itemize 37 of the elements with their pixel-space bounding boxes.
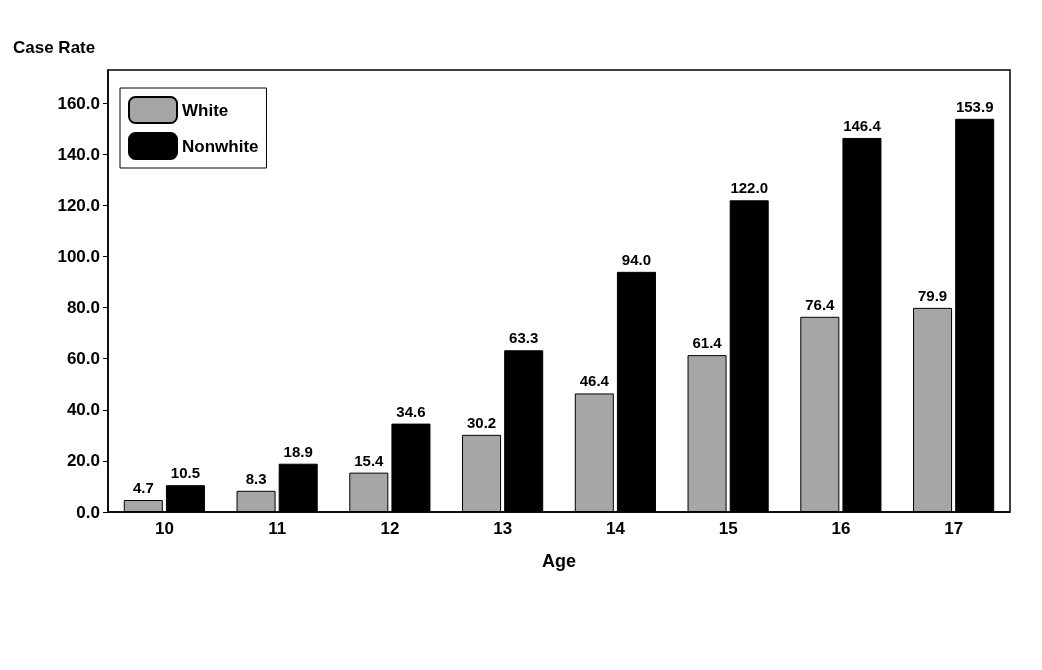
data-label: 15.4 (354, 451, 385, 469)
data-label: 153.9 (955, 97, 994, 115)
data-label: 30.2 (466, 413, 497, 431)
data-label: 79.9 (917, 286, 948, 304)
x-tick-label: 12 (380, 519, 400, 538)
legend-label: Nonwhite (182, 136, 259, 156)
x-tick-label: 16 (831, 519, 851, 538)
data-label: 94.0 (621, 250, 652, 268)
data-label: 8.3 (245, 469, 267, 487)
y-tick-label: 60.0 (66, 349, 100, 369)
x-tick-label: 14 (605, 519, 626, 538)
x-axis-title: Age (541, 551, 577, 571)
data-label: 61.4 (692, 334, 723, 352)
data-label: 10.5 (170, 464, 201, 482)
y-tick-label: 100.0 (57, 247, 100, 267)
data-label: 34.6 (396, 402, 426, 420)
data-label: 4.7 (132, 478, 154, 496)
data-label: 46.4 (579, 372, 610, 390)
data-label: 122.0 (730, 179, 768, 197)
data-label: 63.3 (509, 329, 539, 347)
y-tick-label: 80.0 (66, 298, 100, 318)
y-axis-title: Case Rate (13, 38, 96, 57)
y-tick-label: 120.0 (57, 195, 100, 215)
y-tick-label: 0.0 (76, 502, 100, 522)
x-tick-label: 17 (944, 519, 964, 538)
x-tick-label: 13 (493, 519, 513, 538)
data-label: 146.4 (843, 116, 882, 134)
y-tick-label: 20.0 (66, 451, 100, 471)
y-tick-label: 140.0 (57, 144, 100, 164)
y-tick-label: 160.0 (57, 93, 100, 113)
y-tick-label: 40.0 (66, 400, 100, 420)
legend-label: White (182, 100, 229, 120)
data-label: 18.9 (283, 442, 313, 460)
data-label: 76.4 (805, 295, 836, 313)
x-tick-label: 15 (718, 519, 738, 538)
x-tick-label: 10 (154, 519, 174, 538)
x-tick-label: 11 (268, 519, 287, 538)
